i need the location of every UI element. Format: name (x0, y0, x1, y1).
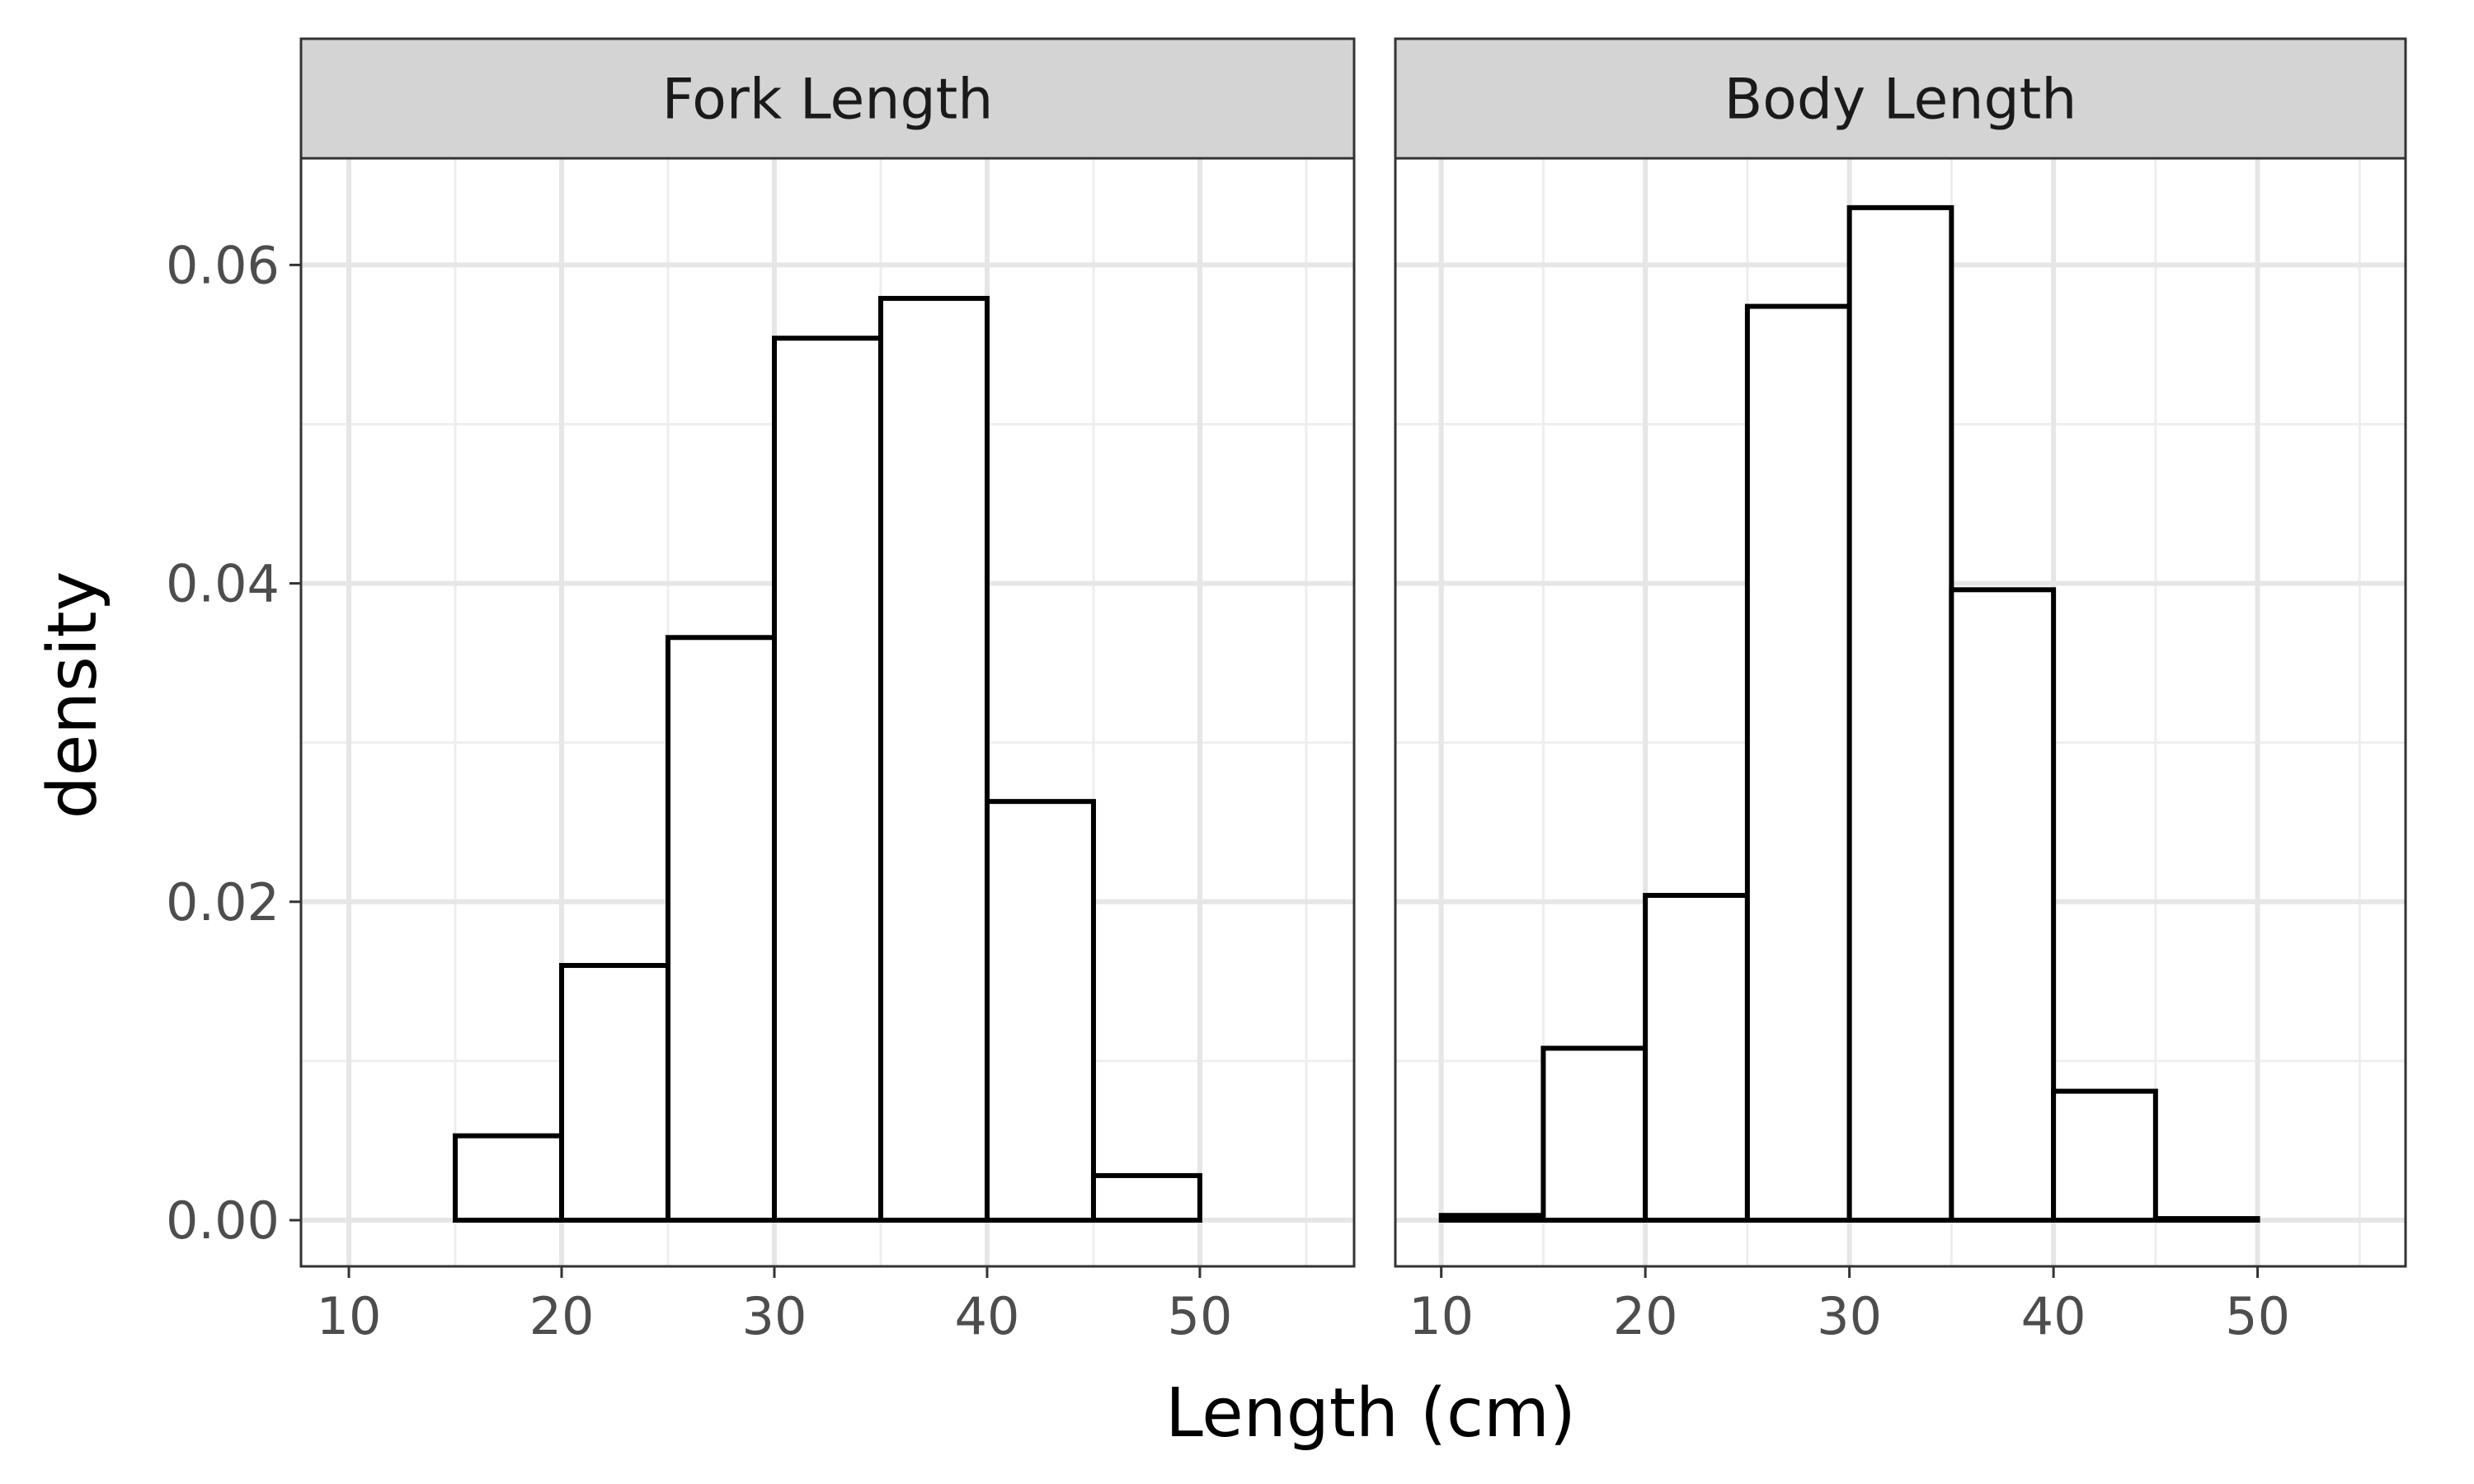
x-tick-label: 10 (317, 1286, 382, 1346)
x-tick-label: 10 (1409, 1286, 1474, 1346)
histogram-bar (1540, 1045, 1649, 1223)
facet-panel-2: Body Length 10 20 30 40 50 (1394, 37, 2407, 1346)
x-tick-label: 30 (1817, 1286, 1882, 1346)
x-tick-label: 40 (955, 1286, 1020, 1346)
histogram-bar (877, 295, 990, 1223)
histogram-bar (1643, 893, 1750, 1223)
y-tick-label: 0.00 (166, 1190, 280, 1251)
y-axis-title: density (34, 571, 112, 819)
x-tick-label: 30 (742, 1286, 807, 1346)
histogram-bar (772, 336, 883, 1223)
histogram-bar (1846, 204, 1954, 1223)
x-tick-label: 50 (1168, 1286, 1233, 1346)
facet-strip (299, 37, 1356, 160)
y-tick-label: 0.06 (166, 235, 280, 295)
histogram-bar (1438, 1213, 1546, 1223)
x-tick-label: 50 (2225, 1286, 2290, 1346)
histogram-bar (1744, 303, 1852, 1223)
histogram-bar (984, 799, 1096, 1223)
x-tick-label: 20 (529, 1286, 595, 1346)
x-tick-label: 40 (2021, 1286, 2086, 1346)
histogram-bar (559, 963, 671, 1223)
histogram-bar (2051, 1088, 2158, 1223)
facet-strip-label: Body Length (1724, 68, 2077, 133)
histogram-bar (1949, 587, 2057, 1223)
facet-panels: Fork Length 10 20 30 40 50 0.00 0.02 0.04 0.06 Bod… (166, 37, 2407, 1346)
x-tick-label: 20 (1613, 1286, 1678, 1346)
x-axis-title: Length (cm) (1165, 1374, 1576, 1453)
histogram-bar (453, 1133, 565, 1223)
histogram-bar (666, 635, 778, 1223)
y-tick-label: 0.02 (166, 872, 280, 932)
y-tick-label: 0.04 (166, 554, 280, 614)
histogram-bar (2152, 1216, 2260, 1223)
facet-strip-label: Fork Length (662, 68, 994, 133)
histogram-bar (1090, 1172, 1202, 1223)
facet-panel-1: Fork Length 10 20 30 40 50 0.00 0.02 0.04 0.06 (166, 37, 1356, 1346)
facet-strip (1394, 37, 2407, 160)
